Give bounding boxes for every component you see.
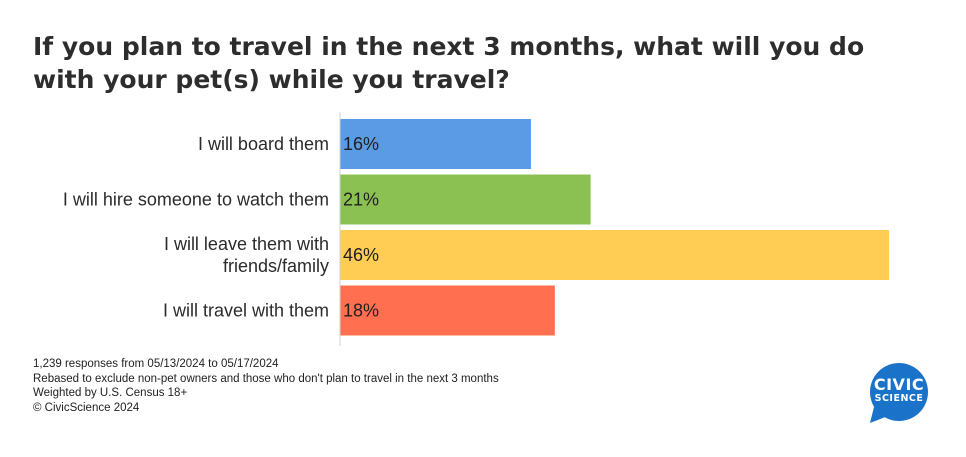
bar bbox=[340, 119, 531, 169]
bar-value-label: 16% bbox=[343, 134, 379, 154]
logo-line-1: CIVIC bbox=[873, 375, 925, 394]
bar bbox=[340, 230, 889, 280]
civicscience-logo: CIVIC SCIENCE bbox=[866, 363, 932, 425]
category-label: I will travel with them bbox=[163, 301, 329, 321]
category-label: I will leave them with friends/family bbox=[164, 234, 329, 276]
bar-chart: 16% I will board them 21% I will hire someo… bbox=[63, 112, 889, 346]
bar-value-label: 18% bbox=[343, 301, 379, 321]
footnote-rebased: Rebased to exclude non-pet owners and th… bbox=[33, 372, 499, 385]
chart-title: If you plan to travel in the next 3 mont… bbox=[33, 32, 865, 94]
bar-value-label: 46% bbox=[343, 245, 379, 265]
footnote-copyright: © CivicScience 2024 bbox=[33, 401, 140, 414]
bar bbox=[340, 174, 591, 225]
logo-line-2: SCIENCE bbox=[874, 393, 924, 404]
footnote-responses: 1,239 responses from 05/13/2024 to 05/17… bbox=[33, 358, 279, 370]
bar-value-label: 21% bbox=[343, 190, 379, 210]
category-label: I will hire someone to watch them bbox=[63, 190, 329, 210]
speech-bubble-logo-icon bbox=[870, 363, 928, 423]
footnotes: 1,239 responses from 05/13/2024 to 05/17… bbox=[33, 357, 499, 415]
category-label: I will board them bbox=[198, 134, 329, 154]
footnote-weighted: Weighted by U.S. Census 18+ bbox=[33, 387, 188, 399]
bar bbox=[340, 285, 555, 336]
